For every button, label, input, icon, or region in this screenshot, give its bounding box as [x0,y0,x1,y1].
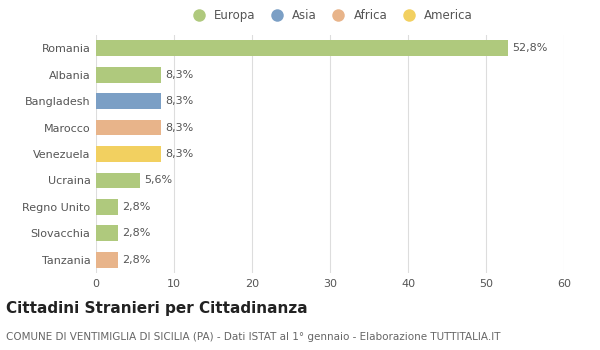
Text: 2,8%: 2,8% [122,228,151,238]
Bar [96,120,161,135]
Text: 2,8%: 2,8% [122,202,151,212]
Bar [96,67,161,83]
Legend: Europa, Asia, Africa, America: Europa, Asia, Africa, America [185,7,475,24]
Text: 8,3%: 8,3% [166,70,194,80]
Bar [96,93,161,109]
Text: 8,3%: 8,3% [166,149,194,159]
Text: COMUNE DI VENTIMIGLIA DI SICILIA (PA) - Dati ISTAT al 1° gennaio - Elaborazione : COMUNE DI VENTIMIGLIA DI SICILIA (PA) - … [6,332,500,343]
Text: 2,8%: 2,8% [122,255,151,265]
Bar [96,252,118,268]
Bar [96,225,118,241]
Text: 5,6%: 5,6% [145,175,172,186]
Bar [96,146,161,162]
Text: Cittadini Stranieri per Cittadinanza: Cittadini Stranieri per Cittadinanza [6,301,308,316]
Text: 8,3%: 8,3% [166,96,194,106]
Bar [96,40,508,56]
Bar [96,173,140,188]
Text: 52,8%: 52,8% [512,43,548,53]
Bar [96,199,118,215]
Text: 8,3%: 8,3% [166,122,194,133]
